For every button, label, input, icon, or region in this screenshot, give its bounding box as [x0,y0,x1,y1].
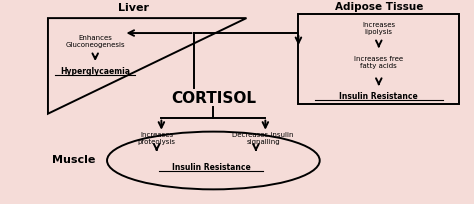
Text: Enhances
Gluconeogenesis: Enhances Gluconeogenesis [65,34,125,47]
Text: CORTISOL: CORTISOL [171,91,256,106]
Text: Decreases insulin
signalling: Decreases insulin signalling [232,131,294,144]
Text: Muscle: Muscle [52,155,96,165]
Text: Increases free
fatty acids: Increases free fatty acids [354,56,403,69]
Text: Adipose Tissue: Adipose Tissue [335,2,423,12]
Text: Insulin Resistance: Insulin Resistance [339,91,418,100]
Text: Liver: Liver [118,3,148,13]
Text: Increases
proteolysis: Increases proteolysis [137,131,176,144]
Text: Insulin Resistance: Insulin Resistance [172,162,250,171]
Text: Increases
lipolysis: Increases lipolysis [362,21,395,34]
Text: Hyperglycaemia: Hyperglycaemia [60,67,130,76]
